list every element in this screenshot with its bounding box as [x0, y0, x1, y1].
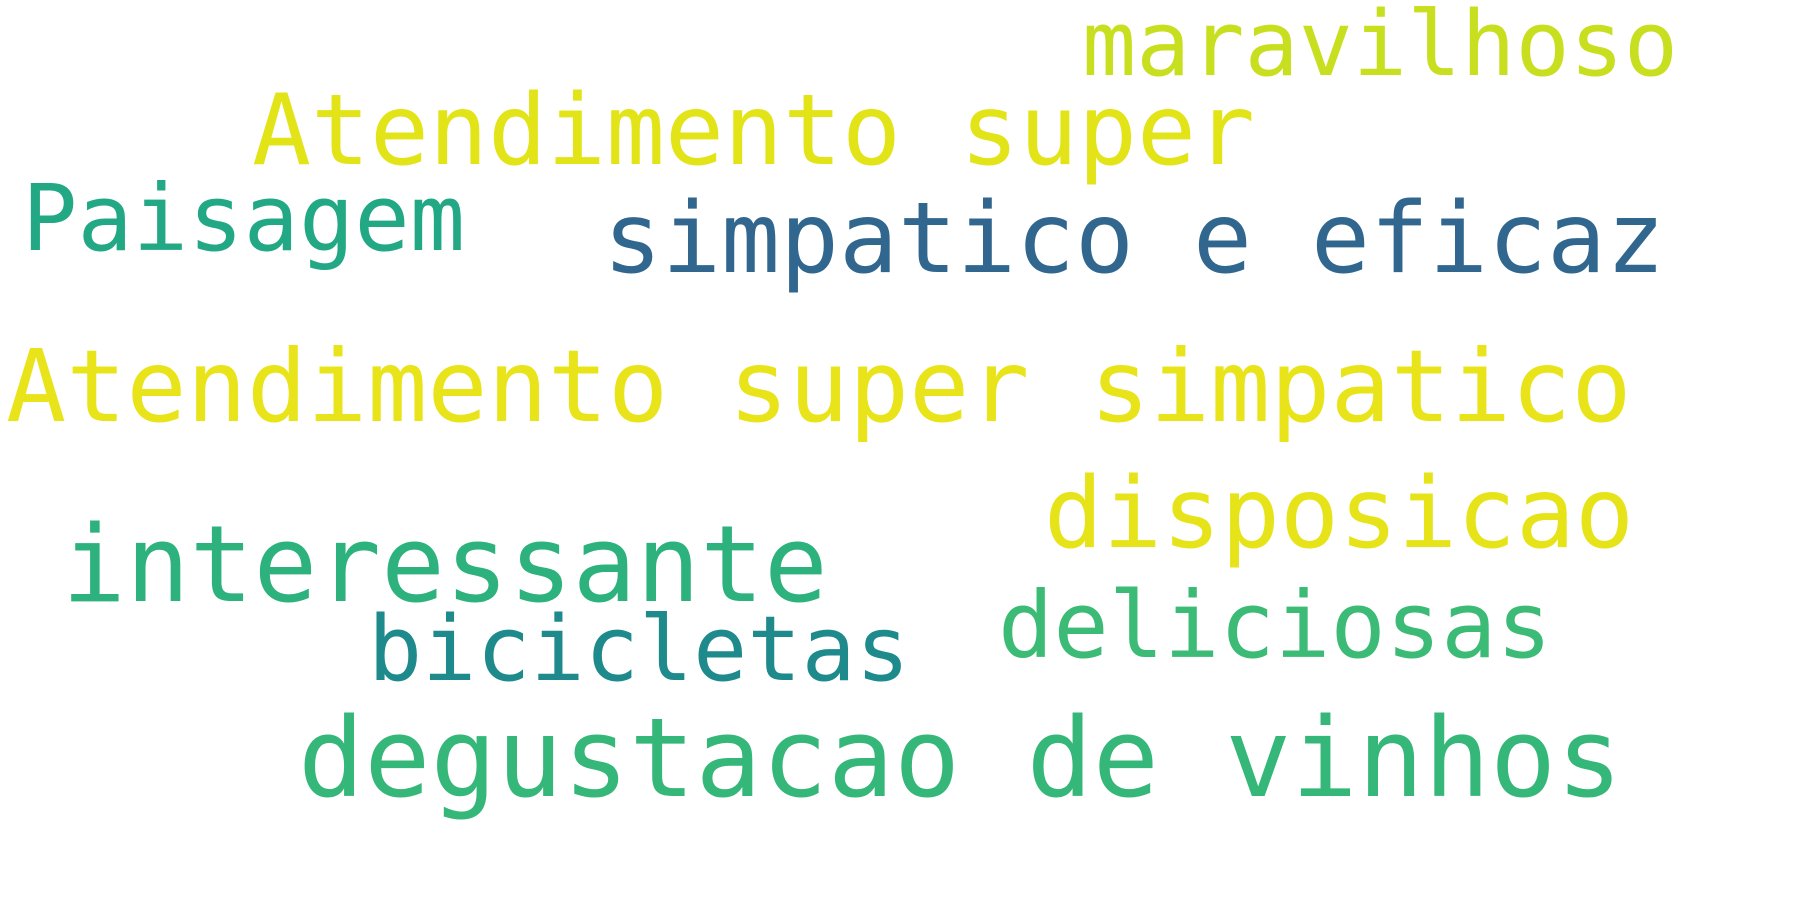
word-disposicao: disposicao — [1044, 457, 1635, 571]
word-maravilhoso: maravilhoso — [1082, 0, 1679, 97]
word-interessante: interessante — [62, 503, 828, 626]
word-bicicletas: bicicletas — [368, 597, 910, 702]
word-atendimento-super-simpatico: Atendimento super simpatico — [6, 328, 1632, 445]
word-atendimento-super: Atendimento super — [252, 74, 1256, 188]
word-deliciosas: deliciosas — [998, 572, 1552, 679]
word-degustacao-de-vinhos: degustacao de vinhos — [298, 694, 1623, 822]
word-simpatico-e-eficaz: simpatico e eficaz — [603, 182, 1666, 296]
word-paisagem: Paisagem — [22, 165, 466, 272]
